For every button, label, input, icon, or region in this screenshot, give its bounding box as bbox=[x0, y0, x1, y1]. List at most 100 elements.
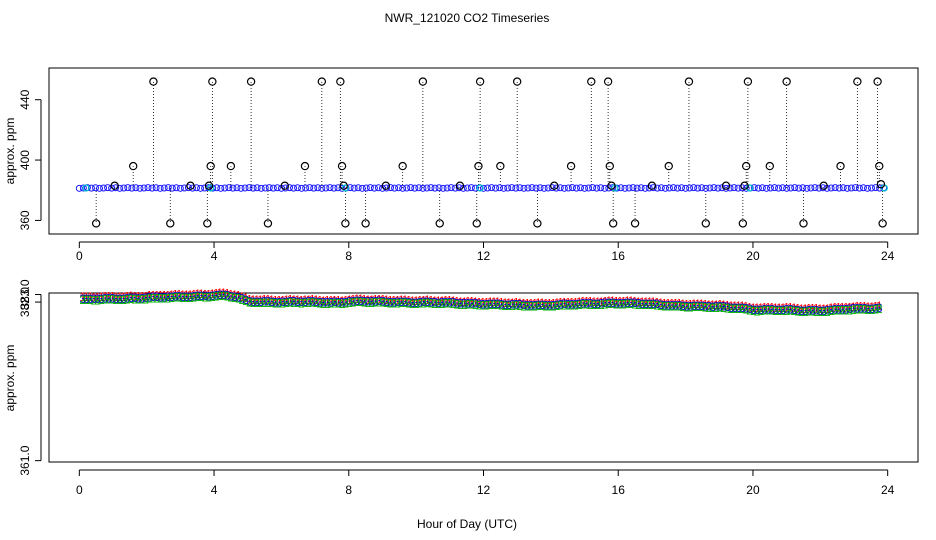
series-3-point: 3 bbox=[743, 301, 750, 315]
baseline-point bbox=[625, 184, 633, 192]
series-2-point: 2 bbox=[613, 297, 620, 311]
series-3-point: 3 bbox=[809, 303, 816, 317]
baseline-point bbox=[140, 184, 148, 192]
series-2-point: 2 bbox=[798, 305, 805, 319]
bottom-x-tick-label: 8 bbox=[345, 483, 352, 497]
series-1-point: 1 bbox=[839, 300, 846, 314]
series-2-point: 2 bbox=[517, 299, 524, 313]
series-1-point: 1 bbox=[598, 295, 605, 309]
series-2-point: 2 bbox=[465, 298, 472, 312]
series-1-point: 1 bbox=[391, 294, 398, 308]
baseline-point bbox=[451, 184, 459, 192]
series-1-point: 1 bbox=[109, 290, 116, 304]
series-2-point: 2 bbox=[509, 299, 516, 313]
top-x-tick-label: 4 bbox=[211, 249, 218, 263]
series-3-point: 3 bbox=[650, 297, 657, 311]
series-1-point: 1 bbox=[316, 293, 323, 307]
series-1-point: 1 bbox=[813, 302, 820, 316]
series-3-point: 3 bbox=[876, 301, 883, 315]
baseline-point bbox=[742, 184, 750, 192]
x-axis-label: Hour of Day (UTC) bbox=[417, 517, 517, 531]
series-1-point: 1 bbox=[554, 296, 561, 310]
baseline-point bbox=[564, 184, 572, 192]
series-3-point: 3 bbox=[109, 292, 116, 306]
series-2-point: 2 bbox=[702, 300, 709, 314]
outlier-point bbox=[455, 181, 465, 190]
series-2-point: 2 bbox=[665, 300, 672, 314]
series-1-point: 1 bbox=[617, 294, 624, 308]
series-1-point: 1 bbox=[768, 301, 775, 315]
baseline-point bbox=[601, 184, 609, 192]
series-1-point: 1 bbox=[576, 295, 583, 309]
series-3-point: 3 bbox=[228, 289, 235, 303]
series-2-point: 2 bbox=[83, 293, 90, 307]
series-1-point: 1 bbox=[102, 290, 109, 304]
series-3-point: 3 bbox=[246, 294, 253, 308]
series-2-point: 2 bbox=[313, 296, 320, 310]
baseline-point bbox=[257, 184, 265, 192]
series-1-point: 1 bbox=[865, 300, 872, 314]
series-2-point: 2 bbox=[631, 297, 638, 311]
series-2-point: 2 bbox=[268, 296, 275, 310]
series-3-point: 3 bbox=[324, 296, 331, 310]
baseline-point bbox=[463, 184, 471, 192]
series-1-point: 1 bbox=[287, 293, 294, 307]
baseline-point bbox=[148, 184, 156, 192]
series-2-point: 2 bbox=[331, 296, 338, 310]
series-3-point: 3 bbox=[416, 296, 423, 310]
series-2-point: 2 bbox=[157, 292, 164, 306]
series-2-point: 2 bbox=[528, 300, 535, 314]
series-2-point: 2 bbox=[342, 296, 349, 310]
baseline-point bbox=[91, 184, 99, 192]
series-1-point: 1 bbox=[331, 293, 338, 307]
series-1-point: 1 bbox=[772, 301, 779, 315]
series-3-point: 3 bbox=[542, 298, 549, 312]
series-1-point: 1 bbox=[817, 302, 824, 316]
series-2-point: 2 bbox=[120, 293, 127, 307]
series-1-point: 1 bbox=[479, 296, 486, 310]
series-2-point: 2 bbox=[787, 304, 794, 318]
series-3-point: 3 bbox=[661, 298, 668, 312]
baseline-point bbox=[407, 184, 415, 192]
series-2-point: 2 bbox=[609, 297, 616, 311]
series-3-point: 3 bbox=[746, 302, 753, 316]
outlier-point bbox=[587, 77, 596, 86]
series-1-point: 1 bbox=[872, 300, 879, 314]
series-3-point: 3 bbox=[268, 295, 275, 309]
series-2-point: 2 bbox=[357, 295, 364, 309]
series-3-point: 3 bbox=[828, 303, 835, 317]
series-3-point: 3 bbox=[309, 295, 316, 309]
baseline-point bbox=[738, 184, 746, 192]
series-1-point: 1 bbox=[346, 293, 353, 307]
series-2-point: 2 bbox=[698, 300, 705, 314]
series-1-point: 1 bbox=[428, 293, 435, 307]
baseline-point bbox=[447, 184, 455, 192]
series-2-point: 2 bbox=[279, 296, 286, 310]
series-2-point: 2 bbox=[628, 297, 635, 311]
series-3-point: 3 bbox=[83, 292, 90, 306]
series-3-point: 3 bbox=[435, 296, 442, 310]
series-3-point: 3 bbox=[605, 296, 612, 310]
series-1-point: 1 bbox=[720, 298, 727, 312]
series-2-point: 2 bbox=[750, 304, 757, 318]
series-1-point: 1 bbox=[743, 300, 750, 314]
series-3-point: 3 bbox=[631, 296, 638, 310]
series-2-point: 2 bbox=[183, 291, 190, 305]
baseline-point bbox=[702, 184, 710, 192]
series-3-point: 3 bbox=[342, 295, 349, 309]
series-3-point: 3 bbox=[165, 290, 172, 304]
series-3-point: 3 bbox=[316, 295, 323, 309]
outlier-point bbox=[381, 181, 391, 190]
outlier-point bbox=[435, 219, 444, 228]
series-1-point: 1 bbox=[605, 294, 612, 308]
series-3-point: 3 bbox=[509, 298, 516, 312]
series-3-point: 3 bbox=[205, 289, 212, 303]
series-1-point: 1 bbox=[609, 294, 616, 308]
series-3-point: 3 bbox=[187, 290, 194, 304]
series-1-point: 1 bbox=[124, 289, 131, 303]
baseline-point bbox=[435, 184, 443, 192]
series-2-point: 2 bbox=[365, 296, 372, 310]
series-1-point: 1 bbox=[98, 290, 105, 304]
series-1-point: 1 bbox=[231, 288, 238, 302]
series-1-point: 1 bbox=[454, 294, 461, 308]
